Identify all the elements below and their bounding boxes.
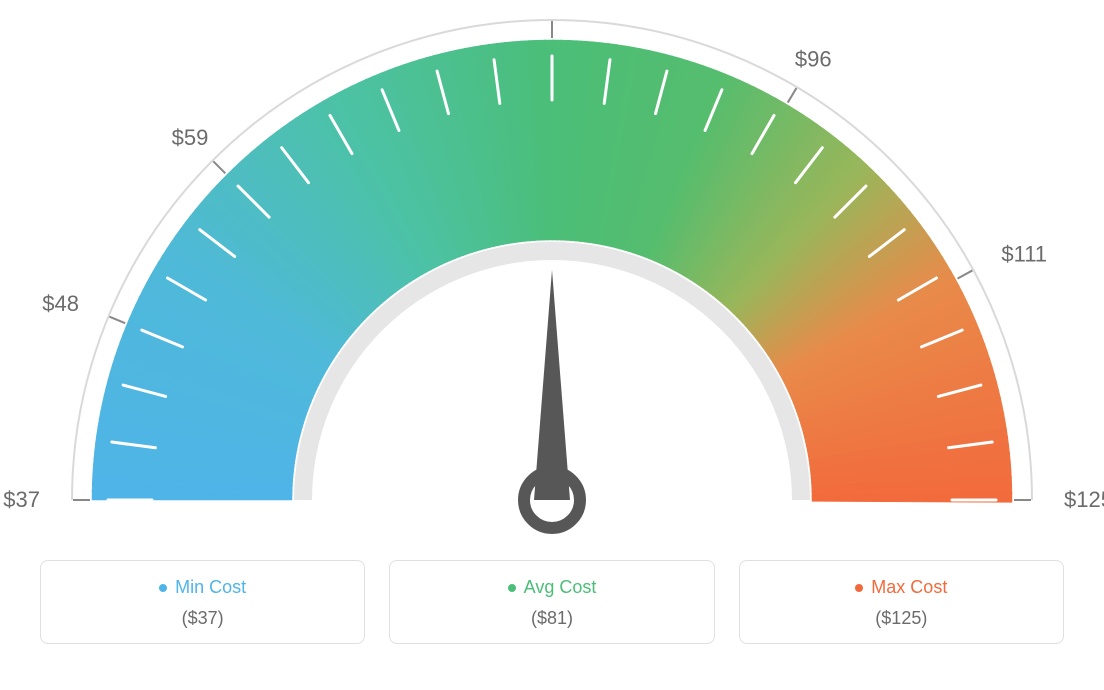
- gauge-svg: $37$48$59$81$96$111$125: [0, 0, 1104, 560]
- gauge-tick-label: $111: [1001, 242, 1047, 267]
- cost-gauge: $37$48$59$81$96$111$125: [0, 0, 1104, 560]
- legend-dot-max: [855, 584, 863, 592]
- gauge-tick-label: $48: [42, 291, 79, 316]
- legend-title-avg: Avg Cost: [508, 577, 597, 598]
- legend-label-min: Min Cost: [175, 577, 246, 598]
- legend-value-max: ($125): [750, 608, 1053, 629]
- legend-title-max: Max Cost: [855, 577, 947, 598]
- legend-card-avg: Avg Cost ($81): [389, 560, 714, 644]
- gauge-needle: [534, 270, 570, 500]
- gauge-tick-label: $59: [172, 125, 209, 150]
- legend-dot-min: [159, 584, 167, 592]
- legend-card-min: Min Cost ($37): [40, 560, 365, 644]
- gauge-tick-label: $125: [1064, 487, 1104, 512]
- legend-value-min: ($37): [51, 608, 354, 629]
- gauge-tick-label: $96: [795, 47, 832, 72]
- legend-dot-avg: [508, 584, 516, 592]
- legend-value-avg: ($81): [400, 608, 703, 629]
- legend-label-max: Max Cost: [871, 577, 947, 598]
- legend-label-avg: Avg Cost: [524, 577, 597, 598]
- legend-title-min: Min Cost: [159, 577, 246, 598]
- legend-card-max: Max Cost ($125): [739, 560, 1064, 644]
- legend-row: Min Cost ($37) Avg Cost ($81) Max Cost (…: [0, 560, 1104, 644]
- gauge-tick-label: $37: [3, 487, 40, 512]
